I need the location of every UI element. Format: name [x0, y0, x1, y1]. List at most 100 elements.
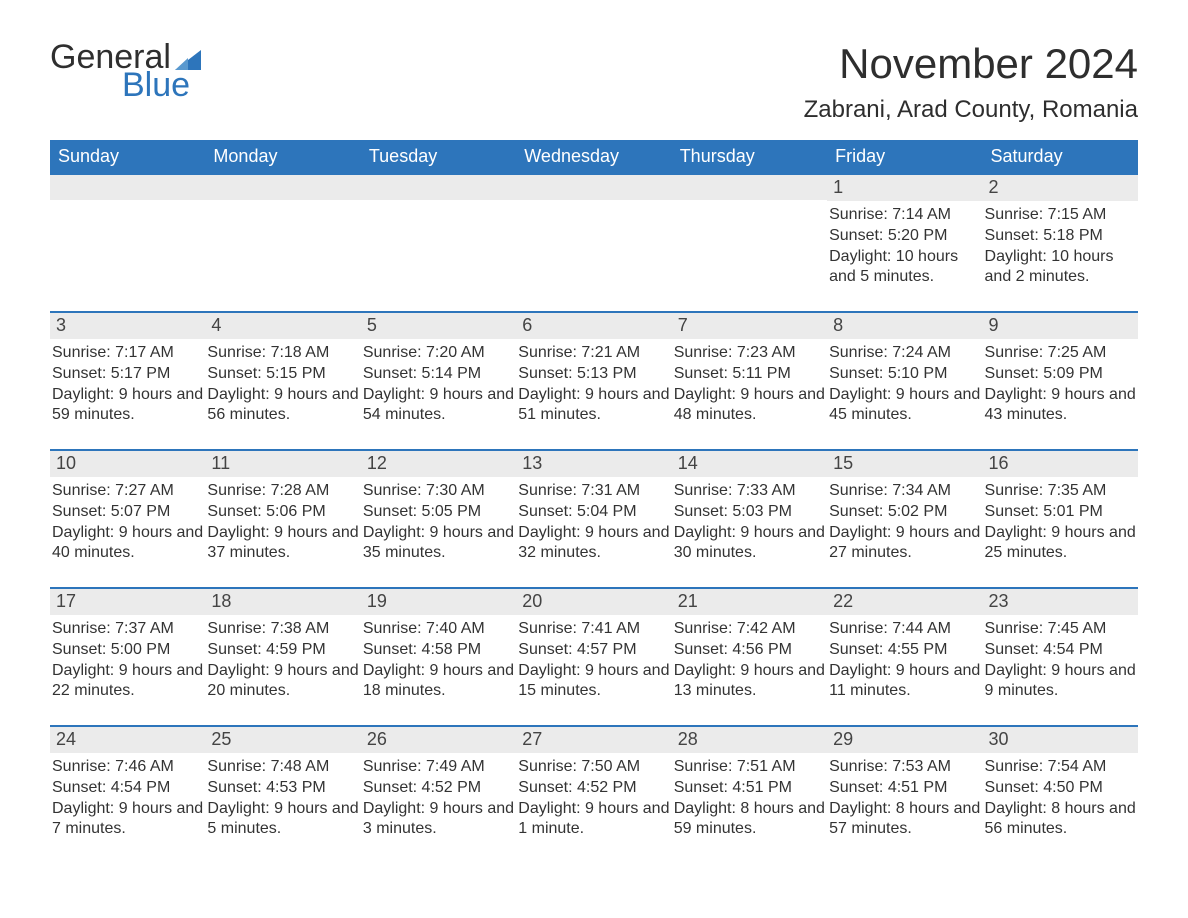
sunset-text: Sunset: 5:06 PM: [207, 502, 358, 523]
sunset-text: Sunset: 4:53 PM: [207, 778, 358, 799]
sunrise-text: Sunrise: 7:25 AM: [985, 343, 1136, 364]
sunrise-text: Sunrise: 7:17 AM: [52, 343, 203, 364]
weekday-header: Sunday: [50, 140, 205, 175]
calendar-day: [361, 175, 516, 293]
sunset-text: Sunset: 5:01 PM: [985, 502, 1136, 523]
sunset-text: Sunset: 5:11 PM: [674, 364, 825, 385]
daylight-text: Daylight: 9 hours and 11 minutes.: [829, 661, 980, 703]
day-details: Sunrise: 7:41 AMSunset: 4:57 PMDaylight:…: [516, 615, 671, 706]
calendar-week: 17Sunrise: 7:37 AMSunset: 5:00 PMDayligh…: [50, 587, 1138, 707]
sunset-text: Sunset: 5:05 PM: [363, 502, 514, 523]
day-number: 10: [50, 451, 205, 477]
day-number: 5: [361, 313, 516, 339]
daylight-text: Daylight: 9 hours and 48 minutes.: [674, 385, 825, 427]
daylight-text: Daylight: 10 hours and 2 minutes.: [985, 247, 1136, 289]
day-details: Sunrise: 7:30 AMSunset: 5:05 PMDaylight:…: [361, 477, 516, 568]
daylight-text: Daylight: 9 hours and 59 minutes.: [52, 385, 203, 427]
calendar-day: 21Sunrise: 7:42 AMSunset: 4:56 PMDayligh…: [672, 589, 827, 707]
daylight-text: Daylight: 8 hours and 59 minutes.: [674, 799, 825, 841]
sunrise-text: Sunrise: 7:14 AM: [829, 205, 980, 226]
daylight-text: Daylight: 9 hours and 25 minutes.: [985, 523, 1136, 565]
calendar-day: [672, 175, 827, 293]
weeks-container: 1Sunrise: 7:14 AMSunset: 5:20 PMDaylight…: [50, 175, 1138, 845]
day-details: Sunrise: 7:45 AMSunset: 4:54 PMDaylight:…: [983, 615, 1138, 706]
day-details: Sunrise: 7:51 AMSunset: 4:51 PMDaylight:…: [672, 753, 827, 844]
sunrise-text: Sunrise: 7:24 AM: [829, 343, 980, 364]
month-title: November 2024: [804, 40, 1138, 88]
sunset-text: Sunset: 5:04 PM: [518, 502, 669, 523]
calendar-day: 11Sunrise: 7:28 AMSunset: 5:06 PMDayligh…: [205, 451, 360, 569]
daylight-text: Daylight: 9 hours and 3 minutes.: [363, 799, 514, 841]
day-details: Sunrise: 7:46 AMSunset: 4:54 PMDaylight:…: [50, 753, 205, 844]
sunset-text: Sunset: 4:54 PM: [985, 640, 1136, 661]
weekday-header: Wednesday: [516, 140, 671, 175]
calendar-day: 18Sunrise: 7:38 AMSunset: 4:59 PMDayligh…: [205, 589, 360, 707]
day-number: [50, 175, 205, 200]
calendar: Sunday Monday Tuesday Wednesday Thursday…: [50, 140, 1138, 845]
day-number: 23: [983, 589, 1138, 615]
day-details: Sunrise: 7:27 AMSunset: 5:07 PMDaylight:…: [50, 477, 205, 568]
calendar-day: 8Sunrise: 7:24 AMSunset: 5:10 PMDaylight…: [827, 313, 982, 431]
day-details: Sunrise: 7:24 AMSunset: 5:10 PMDaylight:…: [827, 339, 982, 430]
day-number: 3: [50, 313, 205, 339]
sunset-text: Sunset: 5:18 PM: [985, 226, 1136, 247]
day-number: 16: [983, 451, 1138, 477]
calendar-day: [516, 175, 671, 293]
calendar-day: 16Sunrise: 7:35 AMSunset: 5:01 PMDayligh…: [983, 451, 1138, 569]
daylight-text: Daylight: 9 hours and 37 minutes.: [207, 523, 358, 565]
calendar-day: 20Sunrise: 7:41 AMSunset: 4:57 PMDayligh…: [516, 589, 671, 707]
calendar-day: 1Sunrise: 7:14 AMSunset: 5:20 PMDaylight…: [827, 175, 982, 293]
sunset-text: Sunset: 4:50 PM: [985, 778, 1136, 799]
daylight-text: Daylight: 9 hours and 1 minute.: [518, 799, 669, 841]
day-number: 13: [516, 451, 671, 477]
sunrise-text: Sunrise: 7:49 AM: [363, 757, 514, 778]
sunset-text: Sunset: 5:10 PM: [829, 364, 980, 385]
daylight-text: Daylight: 9 hours and 5 minutes.: [207, 799, 358, 841]
day-number: 18: [205, 589, 360, 615]
sunset-text: Sunset: 4:52 PM: [518, 778, 669, 799]
calendar-day: 25Sunrise: 7:48 AMSunset: 4:53 PMDayligh…: [205, 727, 360, 845]
day-number: [361, 175, 516, 200]
sunrise-text: Sunrise: 7:18 AM: [207, 343, 358, 364]
sunrise-text: Sunrise: 7:38 AM: [207, 619, 358, 640]
daylight-text: Daylight: 9 hours and 43 minutes.: [985, 385, 1136, 427]
calendar-day: 14Sunrise: 7:33 AMSunset: 5:03 PMDayligh…: [672, 451, 827, 569]
daylight-text: Daylight: 10 hours and 5 minutes.: [829, 247, 980, 289]
daylight-text: Daylight: 9 hours and 32 minutes.: [518, 523, 669, 565]
day-details: Sunrise: 7:49 AMSunset: 4:52 PMDaylight:…: [361, 753, 516, 844]
calendar-day: 17Sunrise: 7:37 AMSunset: 5:00 PMDayligh…: [50, 589, 205, 707]
day-details: Sunrise: 7:20 AMSunset: 5:14 PMDaylight:…: [361, 339, 516, 430]
day-number: 9: [983, 313, 1138, 339]
day-number: 29: [827, 727, 982, 753]
day-details: Sunrise: 7:50 AMSunset: 4:52 PMDaylight:…: [516, 753, 671, 844]
sunrise-text: Sunrise: 7:54 AM: [985, 757, 1136, 778]
daylight-text: Daylight: 9 hours and 51 minutes.: [518, 385, 669, 427]
day-details: Sunrise: 7:42 AMSunset: 4:56 PMDaylight:…: [672, 615, 827, 706]
sunset-text: Sunset: 4:59 PM: [207, 640, 358, 661]
calendar-week: 3Sunrise: 7:17 AMSunset: 5:17 PMDaylight…: [50, 311, 1138, 431]
day-number: 6: [516, 313, 671, 339]
calendar-day: 24Sunrise: 7:46 AMSunset: 4:54 PMDayligh…: [50, 727, 205, 845]
calendar-day: 19Sunrise: 7:40 AMSunset: 4:58 PMDayligh…: [361, 589, 516, 707]
sunset-text: Sunset: 4:52 PM: [363, 778, 514, 799]
sunrise-text: Sunrise: 7:23 AM: [674, 343, 825, 364]
sunrise-text: Sunrise: 7:50 AM: [518, 757, 669, 778]
weekday-header: Monday: [205, 140, 360, 175]
sunrise-text: Sunrise: 7:37 AM: [52, 619, 203, 640]
sunrise-text: Sunrise: 7:45 AM: [985, 619, 1136, 640]
sunrise-text: Sunrise: 7:41 AM: [518, 619, 669, 640]
day-number: [516, 175, 671, 200]
daylight-text: Daylight: 9 hours and 15 minutes.: [518, 661, 669, 703]
sunset-text: Sunset: 5:17 PM: [52, 364, 203, 385]
day-number: 27: [516, 727, 671, 753]
sunset-text: Sunset: 5:09 PM: [985, 364, 1136, 385]
calendar-day: 23Sunrise: 7:45 AMSunset: 4:54 PMDayligh…: [983, 589, 1138, 707]
day-number: 14: [672, 451, 827, 477]
calendar-day: [50, 175, 205, 293]
daylight-text: Daylight: 9 hours and 18 minutes.: [363, 661, 514, 703]
sunset-text: Sunset: 5:13 PM: [518, 364, 669, 385]
day-number: [672, 175, 827, 200]
weekday-header-row: Sunday Monday Tuesday Wednesday Thursday…: [50, 140, 1138, 175]
day-number: 28: [672, 727, 827, 753]
sunrise-text: Sunrise: 7:15 AM: [985, 205, 1136, 226]
